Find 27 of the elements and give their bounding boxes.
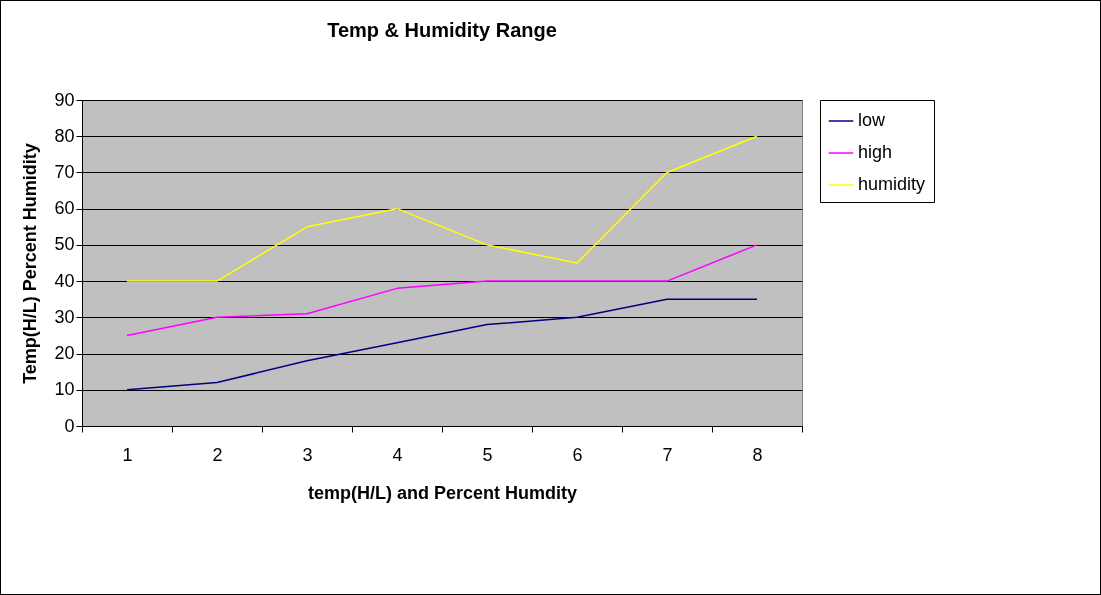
y-tick-label: 30 [54, 306, 75, 327]
y-tick-label: 70 [54, 161, 75, 182]
x-tick-label: 1 [122, 444, 133, 465]
x-axis-title: temp(H/L) and Percent Humdity [307, 482, 578, 503]
line-series [126, 298, 758, 391]
x-tick-label: 7 [662, 444, 673, 465]
y-tick-label: 10 [54, 379, 75, 400]
x-tick-label: 8 [752, 444, 763, 465]
y-tick-label: 50 [54, 234, 75, 255]
line-series [126, 135, 758, 282]
x-tick-label: 5 [482, 444, 493, 465]
legend-label: humidity [858, 174, 926, 194]
y-tick-label: 80 [54, 125, 75, 146]
legend-label: high [858, 142, 893, 162]
x-tick-label: 6 [572, 444, 583, 465]
y-tick-label: 0 [64, 415, 75, 436]
x-tick-label: 4 [392, 444, 403, 465]
line-series [126, 244, 758, 337]
y-tick-label: 60 [54, 198, 75, 219]
x-tick-label: 3 [302, 444, 313, 465]
y-axis-title: Temp(H/L) Percent Humidity [20, 143, 41, 384]
y-tick-label: 20 [54, 343, 75, 364]
legend-label: low [858, 110, 887, 130]
y-tick-label: 90 [54, 89, 75, 110]
x-tick-label: 2 [212, 444, 223, 465]
y-tick-label: 40 [54, 270, 75, 291]
chart-title: Temp & Humidity Range [327, 19, 557, 41]
